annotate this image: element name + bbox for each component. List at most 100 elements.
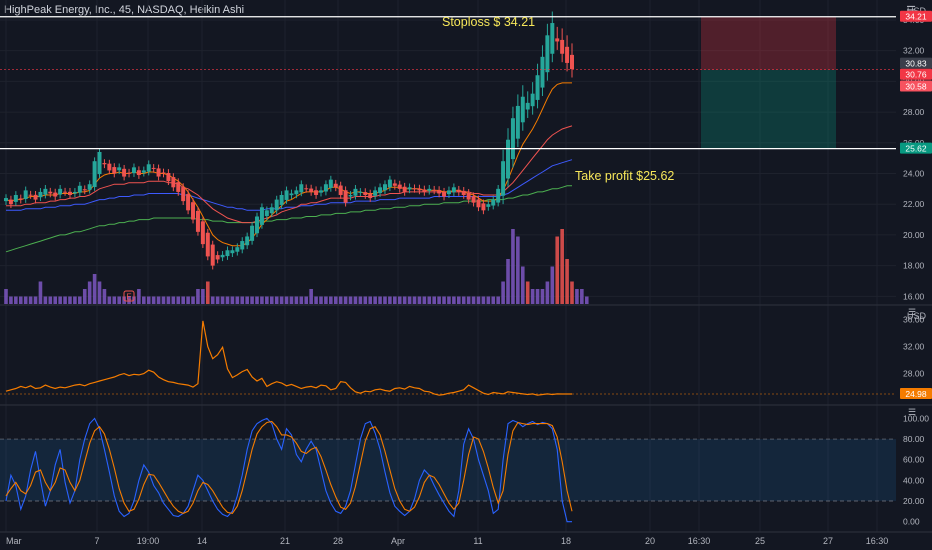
volume-bar <box>388 296 392 304</box>
volume-bar <box>314 296 318 304</box>
volume-bar <box>535 289 540 304</box>
symbol-title: HighPeak Energy, Inc., 45, NASDAQ, Heiki… <box>4 4 245 16</box>
volume-bar <box>501 281 505 304</box>
stoch-tick-label: 60.00 <box>903 455 925 465</box>
time-tick-label: Mar <box>6 536 22 546</box>
candle-body <box>151 167 156 169</box>
price-tag-label: 25.62 <box>905 143 927 153</box>
volume-bar <box>476 296 481 304</box>
candle-body <box>63 191 68 193</box>
volume-bar <box>63 296 67 304</box>
candle-body <box>476 199 481 208</box>
volume-bar <box>28 296 33 304</box>
volume-bar <box>269 296 274 304</box>
stoch-tick-label: 80.00 <box>903 434 925 444</box>
ema_slow-line <box>6 159 573 211</box>
price-tag-label: 34.21 <box>905 12 927 22</box>
volume-bar <box>176 296 181 304</box>
candle-body <box>506 139 511 179</box>
stochastic-pane <box>0 417 896 523</box>
pane-menu-icon[interactable]: ☰ <box>907 307 917 317</box>
volume-bar <box>383 296 387 304</box>
candle-body <box>333 183 338 188</box>
take-profit-annotation[interactable]: Take profit $25.62 <box>575 169 674 183</box>
stoch-tick-label: 100.00 <box>903 413 929 423</box>
time-axis: Mar 7 19:00 14 21 28 Apr 11 18 20 16:30 25 27 16:30 <box>6 536 888 546</box>
volume-bar <box>565 259 569 304</box>
earnings-marker[interactable]: E <box>123 290 135 302</box>
candle-body <box>422 189 427 192</box>
volume-bar <box>48 296 53 304</box>
candle-body <box>525 102 530 110</box>
candle-body <box>23 190 28 200</box>
volume-bar <box>210 296 215 304</box>
candle-body <box>28 194 33 196</box>
volume-bar <box>584 296 589 304</box>
price-tag-bg <box>900 57 932 69</box>
atr-tick-label: 36.00 <box>903 315 925 325</box>
candle-body <box>510 118 515 160</box>
volume-bar <box>230 296 235 304</box>
candle-body <box>112 167 117 174</box>
volume-bar <box>511 229 515 304</box>
stoploss-annotation[interactable]: Stoploss $ 34.21 <box>442 15 535 29</box>
time-tick-label: 28 <box>333 536 343 546</box>
candle-body <box>387 179 392 188</box>
candle-body <box>456 189 461 192</box>
volume-bar <box>363 296 368 304</box>
take-profit-zone[interactable] <box>701 69 836 149</box>
volume-bar <box>18 296 23 304</box>
candle-body <box>269 207 274 214</box>
candle-body <box>284 190 289 200</box>
candle-body <box>496 188 501 203</box>
volume-bar <box>53 296 58 304</box>
candle-body <box>33 194 38 200</box>
candle-body <box>225 250 230 257</box>
volume-bar <box>471 296 476 304</box>
atr-tick-label: 28.00 <box>903 369 925 379</box>
volume-bar <box>255 296 259 304</box>
volume-bar <box>575 289 579 304</box>
earnings-marker-label: E <box>126 293 131 302</box>
volume-bar <box>432 296 436 304</box>
candle-body <box>82 189 87 191</box>
atr-tick-label: 32.00 <box>903 342 925 352</box>
candle-body <box>382 184 387 191</box>
volume-bar <box>466 296 471 304</box>
candle-body <box>146 164 151 172</box>
volume-bar <box>520 266 525 304</box>
candle-body <box>304 188 309 190</box>
volume-bar <box>580 289 584 304</box>
volume-bar <box>516 236 520 304</box>
volume-bar <box>151 296 156 304</box>
volume-bar <box>225 296 230 304</box>
stoploss-zone[interactable] <box>701 16 836 70</box>
volume-bar <box>427 296 432 304</box>
time-tick-label: 19:00 <box>137 536 160 546</box>
candle-body <box>294 190 299 195</box>
price-tick-label: 18.00 <box>903 261 925 271</box>
price-tick-label: 32.00 <box>903 46 925 56</box>
candle-body <box>530 93 535 107</box>
candle-body <box>442 191 447 197</box>
stoch-tick-label: 20.00 <box>903 496 925 506</box>
volume-bar <box>205 281 210 304</box>
volume-bar <box>452 296 456 304</box>
candle-body <box>245 236 250 246</box>
atr-current-tag <box>900 387 932 399</box>
candle-body <box>343 190 348 203</box>
volume-bar <box>343 296 348 304</box>
candle-body <box>141 170 146 173</box>
volume-bar <box>373 296 377 304</box>
candle-body <box>230 250 235 254</box>
time-tick-label: 11 <box>473 536 482 546</box>
atr-axis: 36.00 32.00 28.00 24.98 <box>900 315 932 399</box>
candle-body <box>520 96 525 123</box>
pane-menu-icon-2[interactable]: ☰ <box>907 407 917 417</box>
volume-bar <box>329 296 333 304</box>
time-tick-label: 20 <box>645 536 655 546</box>
volume-bar <box>407 296 412 304</box>
candle-body <box>309 188 314 192</box>
candle-body <box>378 187 383 194</box>
